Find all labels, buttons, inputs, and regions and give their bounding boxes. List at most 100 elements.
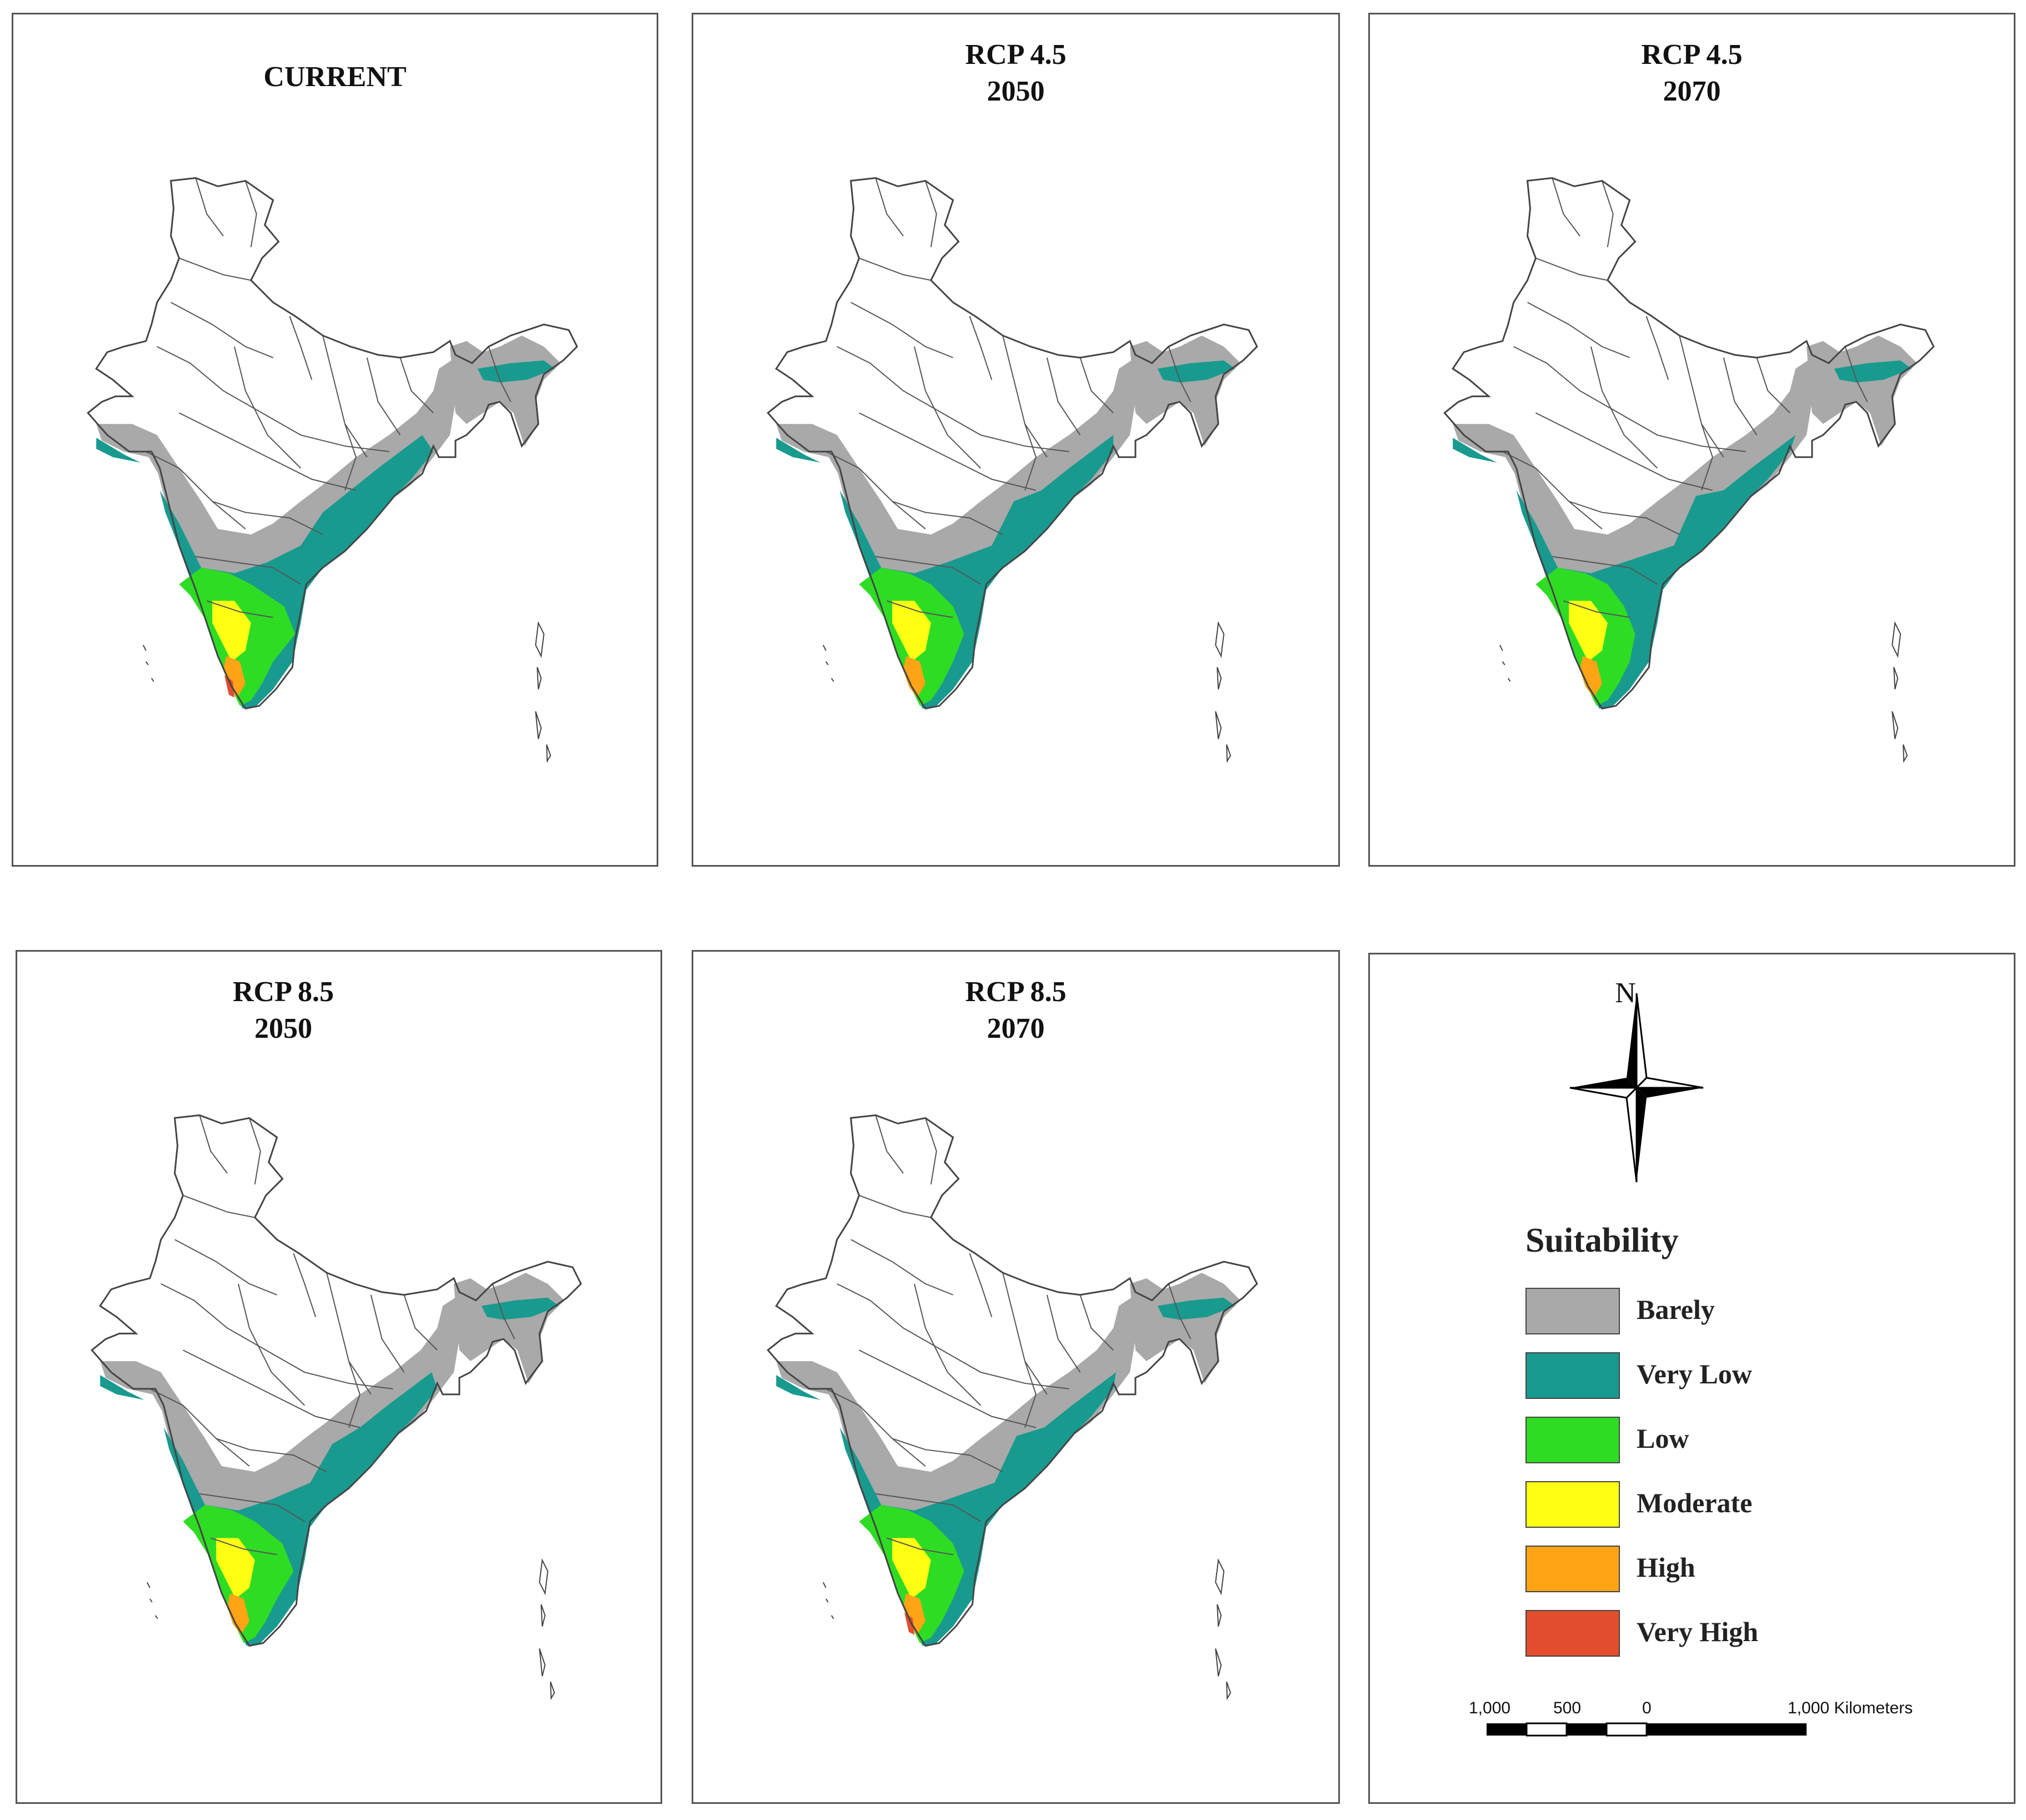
panel-title: RCP 4.5 2070 — [1641, 39, 1743, 107]
scale-tick-0: 0 — [1642, 1699, 1652, 1717]
scale-tick-1000-left: 1,000 — [1469, 1699, 1511, 1717]
india-map-rcp45-2050 — [767, 177, 1258, 763]
legend-swatch — [1525, 1417, 1620, 1463]
suitability-zone — [1580, 656, 1602, 698]
suitability-zone — [776, 357, 1147, 709]
india-map-rcp85-2070 — [767, 1114, 1258, 1701]
state-boundary — [859, 1349, 1037, 1428]
suitability-zone — [903, 656, 926, 698]
suitability-zone — [892, 1538, 931, 1599]
north-arrow-icon — [1569, 993, 1704, 1183]
state-boundary — [1590, 346, 1658, 469]
country-outline — [1443, 177, 1935, 710]
scale-tick-1000-km: 1,000 Kilometers — [1788, 1699, 1913, 1717]
map-panel-rcp85-2050: RCP 8.5 2050 — [16, 950, 662, 1804]
state-boundary — [892, 1438, 1003, 1473]
legend-title: Suitability — [1525, 1222, 1679, 1259]
suitability-zone — [892, 601, 931, 662]
country-outline — [767, 1114, 1258, 1647]
suitability-zone — [904, 1612, 914, 1635]
state-boundary — [1679, 335, 1724, 458]
suitability-zone — [1157, 1297, 1235, 1320]
state-boundary — [233, 346, 302, 469]
india-map-current — [87, 177, 578, 763]
map-panel-rcp85-2070: RCP 8.5 2070 — [692, 950, 1340, 1804]
lakshadweep-islands — [822, 644, 834, 682]
suitability-zone — [96, 438, 141, 463]
state-boundary — [1645, 316, 1669, 380]
state-boundary — [179, 257, 251, 281]
state-boundary — [837, 1283, 943, 1351]
state-boundary — [1527, 302, 1630, 358]
legend-swatch — [1525, 1546, 1620, 1592]
state-boundary — [289, 316, 313, 380]
suitability-zone — [903, 1593, 926, 1635]
north-label: N — [1615, 977, 1636, 1009]
panel-title: RCP 4.5 2050 — [965, 39, 1067, 107]
suitability-zone — [1569, 601, 1608, 662]
state-boundary — [266, 1349, 393, 1389]
country-outline — [767, 177, 1258, 710]
state-boundary — [293, 1253, 317, 1317]
state-boundary — [403, 1294, 438, 1351]
state-boundary — [157, 346, 263, 414]
andaman-islands — [1892, 621, 1908, 763]
state-boundary — [851, 302, 953, 358]
state-boundary — [1046, 1294, 1081, 1373]
scale-tick-500: 500 — [1553, 1699, 1582, 1717]
state-boundary — [183, 1349, 361, 1428]
state-boundary — [1568, 501, 1680, 536]
state-boundary — [837, 346, 943, 414]
state-boundary — [210, 1537, 277, 1556]
andaman-islands — [1215, 1558, 1232, 1701]
state-boundary — [859, 257, 931, 281]
state-boundary — [942, 412, 1069, 452]
suitability-zone — [223, 656, 246, 698]
lakshadweep-islands — [1499, 644, 1511, 682]
state-boundary — [859, 412, 1037, 491]
suitability-zone — [216, 1538, 255, 1599]
suitability-zone — [100, 1375, 144, 1400]
legend-swatch — [1525, 1610, 1620, 1657]
state-boundary — [1079, 1294, 1114, 1351]
map-panel-current: CURRENT — [12, 13, 658, 867]
state-boundary — [826, 1388, 926, 1467]
state-boundary — [1535, 257, 1608, 281]
lakshadweep-islands — [146, 1582, 158, 1619]
legend-panel: N Suitability Barely Very Low Low Modera… — [1368, 953, 2015, 1804]
state-boundary — [1756, 357, 1790, 413]
state-boundary — [326, 1272, 372, 1395]
panel-title: CURRENT — [263, 61, 407, 93]
map-panel-rcp45-2070: RCP 4.5 2070 — [1368, 13, 2015, 867]
scale-bar — [1487, 1722, 1807, 1737]
suitability-zone — [1157, 360, 1235, 383]
state-boundary — [826, 451, 926, 529]
andaman-islands — [1215, 621, 1232, 763]
suitability-zone — [481, 1297, 559, 1320]
state-boundary — [1024, 423, 1037, 491]
state-boundary — [892, 501, 1003, 536]
state-boundary — [492, 1283, 516, 1339]
state-boundary — [146, 451, 246, 529]
state-boundary — [913, 346, 982, 469]
india-map-rcp85-2050 — [91, 1114, 582, 1701]
andaman-islands — [535, 621, 552, 763]
state-boundary — [488, 346, 512, 402]
map-panel-rcp45-2050: RCP 4.5 2050 — [692, 13, 1340, 867]
state-boundary — [244, 181, 257, 247]
state-boundary — [1002, 335, 1048, 458]
state-boundary — [1844, 346, 1868, 402]
state-boundary — [1168, 346, 1192, 402]
state-boundary — [924, 181, 937, 247]
suitability-zone — [224, 675, 234, 698]
state-boundary — [183, 1194, 255, 1218]
andaman-islands — [539, 1558, 556, 1701]
lakshadweep-islands — [822, 1582, 834, 1619]
state-boundary — [206, 600, 273, 618]
state-boundary — [199, 1493, 305, 1522]
state-boundary — [851, 1239, 953, 1296]
panel-title: RCP 8.5 2070 — [965, 976, 1067, 1044]
state-boundary — [1168, 1283, 1192, 1339]
panel-title: RCP 8.5 2050 — [233, 976, 334, 1044]
country-outline — [87, 177, 578, 710]
